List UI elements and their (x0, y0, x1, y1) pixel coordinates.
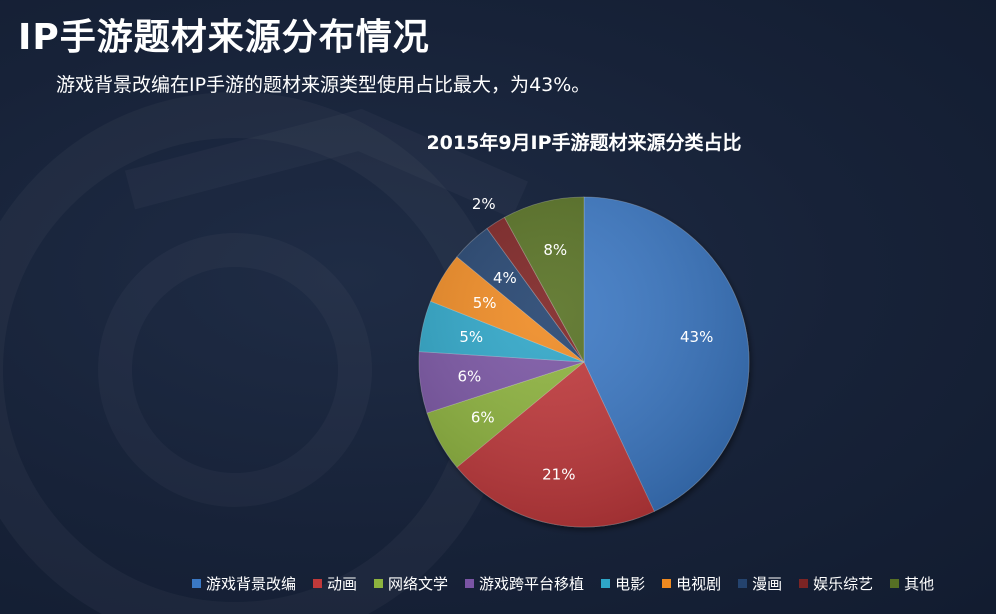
legend-swatch (192, 578, 201, 588)
legend-label: 游戏跨平台移植 (479, 574, 585, 593)
legend-swatch (313, 578, 323, 588)
legend-swatch (890, 578, 900, 588)
legend-label: 网络文学 (388, 574, 449, 593)
page-title: IP手游题材来源分布情况 (18, 17, 430, 58)
legend-label: 其他 (904, 574, 935, 593)
legend-item-9: 其他 (890, 573, 934, 594)
legend-label: 动画 (327, 574, 358, 593)
legend-item-1: 游戏背景改编 (192, 573, 296, 594)
legend-label: 电影 (615, 574, 646, 593)
legend-label: 电视剧 (676, 574, 722, 593)
legend-swatch (799, 578, 809, 588)
legend-swatch (738, 578, 748, 588)
legend-item-7: 漫画 (738, 573, 782, 594)
legend-swatch (601, 578, 611, 588)
legend-swatch (465, 578, 475, 588)
pie-data-label-3: 6% (471, 409, 495, 427)
pie-data-label-2: 21% (542, 466, 575, 484)
pie-data-label-8: 2% (472, 195, 496, 213)
page-subtitle: 游戏背景改编在IP手游的题材来源类型使用占比最大，为43%。 (56, 74, 591, 96)
pie-data-label-7: 4% (493, 269, 517, 287)
legend-item-4: 游戏跨平台移植 (465, 573, 584, 594)
legend-swatch (662, 578, 672, 588)
legend-label: 游戏背景改编 (206, 574, 297, 593)
chart-title: 2015年9月IP手游题材来源分类占比 (426, 132, 742, 154)
pie-data-label-1: 43% (680, 328, 713, 346)
legend-swatch (374, 578, 384, 588)
pie-data-label-5: 5% (459, 328, 483, 346)
pie-data-label-9: 8% (543, 241, 567, 259)
legend-item-6: 电视剧 (662, 573, 721, 594)
legend-item-5: 电影 (601, 573, 645, 594)
pie-data-label-4: 6% (458, 368, 482, 386)
pie-data-label-6: 5% (473, 294, 497, 312)
legend-label: 娱乐综艺 (813, 574, 874, 593)
legend-item-2: 动画 (313, 573, 357, 594)
legend-item-8: 娱乐综艺 (799, 573, 873, 594)
chart-legend: 游戏背景改编 动画 网络文学 游戏跨平台移植 电影 电视剧 漫画 娱乐综艺 其他 (192, 572, 934, 594)
legend-label: 漫画 (752, 574, 783, 593)
legend-item-3: 网络文学 (374, 573, 448, 594)
